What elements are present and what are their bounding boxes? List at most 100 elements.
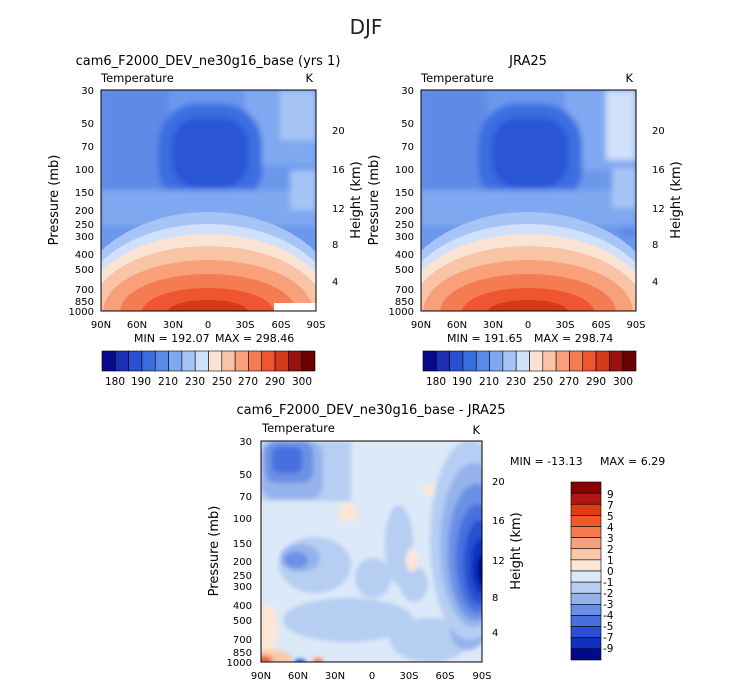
cb-tick-190: 190 (131, 376, 151, 388)
cb-tick-m9: -9 (603, 643, 613, 655)
cb-tick-3: 3 (607, 533, 614, 545)
y2-tick-20: 20 (492, 477, 505, 488)
y-tick-700: 700 (395, 285, 414, 296)
colorbar-swatch (128, 350, 143, 372)
x-tick-30n: 30N (483, 320, 503, 331)
y-tick-50: 50 (81, 119, 94, 130)
y2-tick-4: 4 (652, 277, 658, 288)
colorbar-swatch (475, 350, 490, 372)
colorbar-swatch (274, 350, 289, 372)
colorbar-swatch (570, 626, 602, 639)
y-tick-500: 500 (233, 616, 252, 627)
y-tick-250: 250 (233, 571, 252, 582)
y-tick-700: 700 (75, 285, 94, 296)
y2-tick-4: 4 (492, 628, 498, 639)
cb-tick-210: 210 (479, 376, 499, 388)
panel-model-units: K (305, 71, 313, 85)
cb-tick-290: 290 (586, 376, 606, 388)
colorbar-swatch (570, 637, 602, 650)
panel-obs-y2label: Height (km) (669, 161, 684, 238)
x-tick-90n: 90N (91, 320, 111, 331)
cb-tick-250: 250 (212, 376, 232, 388)
cb-tick-m3: -3 (603, 599, 613, 611)
panel-model-y2-ticks: 20 16 12 8 4 (332, 126, 345, 288)
cb-tick-4: 4 (607, 522, 614, 534)
cb-tick-290: 290 (265, 376, 285, 388)
cb-tick-190: 190 (452, 376, 472, 388)
y2-tick-12: 12 (332, 204, 345, 215)
x-tick-30n: 30N (325, 671, 345, 682)
colorbar-swatch (436, 350, 450, 372)
cb-tick-180: 180 (426, 376, 446, 388)
panel-obs-field (421, 90, 636, 311)
colorbar-swatch (248, 350, 263, 372)
panel-model-colorbar (101, 350, 316, 372)
y-tick-400: 400 (233, 601, 252, 612)
panel-obs-ylabel: Pressure (mb) (367, 155, 382, 246)
cb-tick-0: 0 (607, 566, 614, 578)
panel-obs-y-ticks: 30 50 70 100 150 200 250 300 400 500 700… (389, 86, 414, 318)
panel-diff-variable: Temperature (261, 421, 335, 435)
y-tick-100: 100 (233, 514, 252, 525)
y-tick-70: 70 (239, 492, 252, 503)
x-tick-0: 0 (205, 320, 211, 331)
colorbar-swatch (449, 350, 464, 372)
colorbar-swatch (194, 350, 209, 372)
x-tick-60n: 60N (447, 320, 467, 331)
panel-diff-x-ticks: 90N 60N 30N 0 30S 60S 90S (251, 671, 492, 682)
y-tick-200: 200 (395, 206, 414, 217)
panel-obs-colorbar (422, 350, 637, 372)
colorbar-swatch (570, 537, 602, 550)
x-tick-60n: 60N (127, 320, 147, 331)
panel-diff-max: MAX = 6.29 (600, 455, 665, 468)
colorbar-swatch (570, 515, 602, 527)
y2-tick-16: 16 (492, 516, 505, 527)
y-tick-50: 50 (401, 119, 414, 130)
cb-tick-300: 300 (613, 376, 633, 388)
x-tick-0: 0 (369, 671, 375, 682)
y2-tick-8: 8 (652, 240, 658, 251)
panel-obs-y2-ticks: 20 16 12 8 4 (652, 126, 665, 288)
cb-tick-1: 1 (607, 555, 614, 567)
y-tick-100: 100 (395, 165, 414, 176)
colorbar-swatch (595, 350, 610, 372)
colorbar-swatch (555, 350, 570, 372)
y2-tick-16: 16 (652, 165, 665, 176)
y-tick-200: 200 (233, 557, 252, 568)
x-tick-90n: 90N (251, 671, 271, 682)
y-tick-400: 400 (395, 250, 414, 261)
y-tick-1000: 1000 (389, 307, 414, 318)
colorbar-swatch (570, 526, 602, 538)
x-tick-90n: 90N (411, 320, 431, 331)
x-tick-60s: 60S (435, 671, 454, 682)
colorbar-swatch (570, 648, 602, 661)
panel-model-variable: Temperature (100, 71, 174, 85)
y-tick-70: 70 (401, 142, 414, 153)
cb-tick-m2: -2 (603, 588, 613, 600)
cb-tick-230: 230 (506, 376, 526, 388)
colorbar-swatch (462, 350, 477, 372)
colorbar-swatch (301, 350, 316, 372)
y-tick-850: 850 (75, 297, 94, 308)
y2-tick-20: 20 (652, 126, 665, 137)
y-tick-30: 30 (81, 86, 94, 97)
cb-tick-270: 270 (559, 376, 579, 388)
colorbar-swatch (570, 503, 602, 516)
colorbar-swatch (570, 548, 602, 561)
y2-tick-16: 16 (332, 165, 345, 176)
panel-model-x-ticks: 90N 60N 30N 0 30S 60S 90S (91, 320, 326, 331)
panel-diff-colorbar (570, 481, 602, 661)
x-tick-60n: 60N (288, 671, 308, 682)
panel-model-max: MAX = 298.46 (215, 332, 294, 345)
colorbar-swatch (570, 615, 602, 627)
x-tick-30n: 30N (163, 320, 183, 331)
colorbar-swatch (101, 350, 116, 372)
y2-tick-8: 8 (332, 240, 338, 251)
colorbar-swatch (529, 350, 544, 372)
cb-tick-300: 300 (292, 376, 312, 388)
x-tick-90s: 90S (306, 320, 325, 331)
y-tick-250: 250 (395, 220, 414, 231)
panel-model: cam6_F2000_DEV_ne30g16_base (yrs 1) Temp… (47, 54, 364, 388)
colorbar-swatch (208, 350, 223, 372)
